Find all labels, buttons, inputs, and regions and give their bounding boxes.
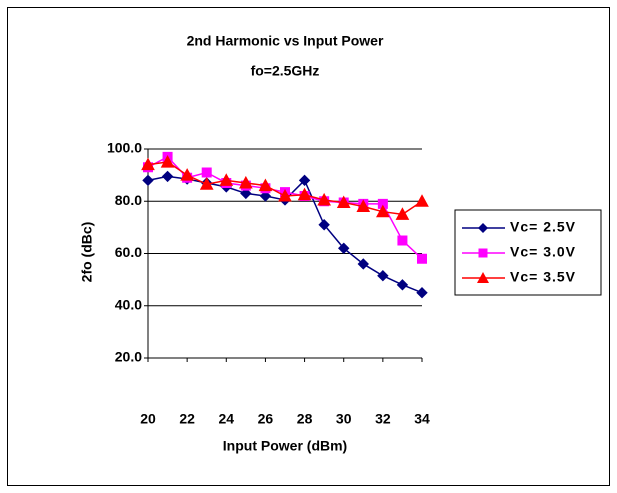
x-tick-label: 22 [179, 411, 195, 427]
marker [417, 253, 427, 264]
marker [395, 207, 410, 220]
chart-subtitle: fo=2.5GHz [251, 63, 320, 79]
x-tick-label: 26 [258, 411, 274, 427]
marker [357, 258, 369, 270]
marker [259, 190, 272, 202]
marker [199, 177, 214, 190]
x-axis-label: Input Power (dBm) [223, 438, 347, 454]
marker [318, 219, 330, 231]
y-tick-label: 100.0 [107, 140, 142, 156]
y-tick-label: 80.0 [115, 192, 142, 208]
x-tick-label: 20 [140, 411, 156, 427]
marker [161, 170, 174, 183]
x-tick-label: 28 [297, 411, 313, 427]
legend-marker [478, 223, 488, 233]
marker [298, 174, 311, 187]
marker [278, 188, 292, 202]
marker [258, 178, 273, 192]
marker [297, 187, 312, 201]
marker [377, 198, 388, 209]
x-tick-label: 32 [375, 411, 391, 427]
marker [180, 168, 194, 181]
marker [415, 194, 429, 207]
marker [239, 175, 253, 189]
marker [142, 174, 154, 187]
y-tick-label: 40.0 [115, 296, 142, 312]
marker [376, 204, 390, 218]
marker [356, 199, 371, 212]
marker [317, 192, 331, 206]
marker [336, 195, 351, 209]
y-tick-label: 60.0 [115, 244, 142, 260]
marker [201, 167, 212, 178]
marker [160, 155, 175, 168]
y-axis-label: 2fo (dBc) [79, 222, 95, 283]
y-tick-label: 20.0 [115, 349, 142, 365]
marker [219, 173, 234, 186]
marker [141, 157, 155, 171]
marker [416, 286, 428, 299]
legend-label: Vc= 3.0V [510, 244, 576, 260]
marker [397, 235, 408, 246]
x-tick-label: 34 [414, 411, 430, 427]
x-tick-label: 30 [336, 411, 352, 427]
marker [240, 187, 252, 200]
legend-marker [477, 272, 489, 283]
chart-title: 2nd Harmonic vs Input Power [187, 33, 384, 49]
x-tick-label: 24 [218, 411, 234, 427]
legend-marker [478, 248, 488, 258]
marker [396, 279, 409, 291]
legend-label: Vc= 3.5V [510, 269, 576, 285]
marker [338, 242, 350, 254]
marker [377, 269, 389, 282]
legend-label: Vc= 2.5V [510, 219, 576, 235]
